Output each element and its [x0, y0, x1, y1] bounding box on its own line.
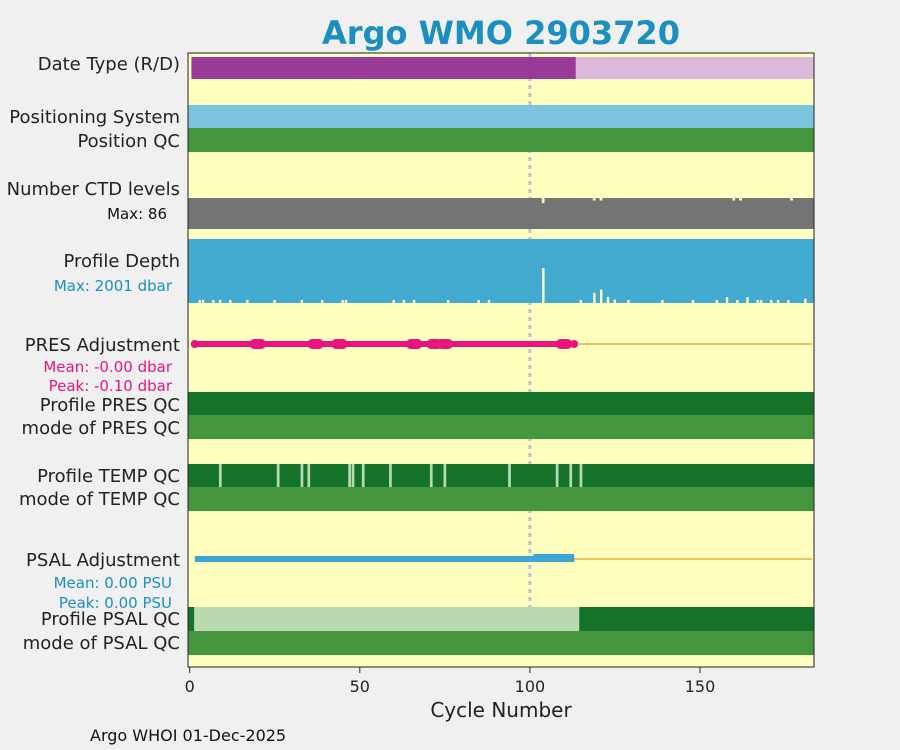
temp-qc-light-cycle [348, 464, 351, 487]
profile-depth-shallow-mark [212, 300, 215, 303]
temp-qc-light-cycle [218, 464, 222, 487]
pres-peak-label: Peak: -0.10 dbar [49, 377, 173, 395]
depth-max-label: Max: 2001 dbar [54, 277, 173, 295]
temp-qc-light-cycle [276, 464, 280, 487]
profile-temp-qc-bar [188, 464, 814, 487]
temp-qc-light-cycle [508, 464, 511, 487]
profile-depth-shallow-mark [756, 300, 759, 303]
temp-qc-light-cycle [555, 464, 559, 487]
x-tick-label: 150 [685, 677, 716, 696]
ctd-levels-dip [732, 198, 736, 201]
label-psal-adjustment: PSAL Adjustment [26, 550, 180, 571]
psal-mean-label: Mean: 0.00 PSU [54, 574, 172, 592]
label-mode-temp-qc: mode of TEMP QC [19, 489, 180, 510]
ctd-levels-dip [790, 198, 793, 201]
chart-title: Argo WMO 2903720 [322, 14, 680, 52]
profile-depth-shallow-mark [446, 300, 450, 303]
temp-qc-light-cycle [307, 464, 311, 487]
profile-depth-shallow-mark [736, 300, 739, 303]
profile-depth-shallow-mark [392, 300, 395, 303]
profile-depth-shallow-mark [321, 300, 324, 303]
profile-pres-qc-bar [188, 392, 814, 415]
label-profile-psal-qc: Profile PSAL QC [41, 609, 180, 630]
pres-adjustment-end [570, 340, 579, 348]
temp-qc-light-cycle [569, 464, 573, 487]
profile-depth-shallow-mark [300, 300, 303, 303]
label-positioning-system: Positioning System [9, 107, 180, 128]
profile-depth-shallow-mark [273, 300, 276, 303]
profile-depth-shallow-mark [344, 300, 348, 303]
label-position-qc: Position QC [77, 131, 180, 152]
temp-qc-light-cycle [579, 464, 583, 487]
profile-depth-shallow-mark [487, 300, 491, 303]
profile-depth-shallow-mark [691, 300, 695, 303]
x-axis-label: Cycle Number [430, 698, 572, 722]
ctd-levels-dip [599, 198, 603, 201]
profile-depth-shallow-mark [770, 300, 773, 303]
x-tick-label: 0 [185, 677, 195, 696]
profile-depth-shallow-mark [600, 289, 603, 303]
temp-qc-light-cycle [443, 464, 447, 487]
temp-qc-light-cycle [300, 464, 304, 487]
footer-credit: Argo WHOI 01-Dec-2025 [90, 726, 286, 745]
profile-depth-shallow-mark [725, 297, 729, 303]
profile-depth-shallow-mark [218, 300, 222, 303]
profile-depth-shallow-mark [201, 300, 205, 303]
ctd-levels-bar [188, 198, 814, 229]
profile-depth-shallow-mark [579, 300, 582, 303]
profile-depth-shallow-mark [412, 300, 416, 303]
plot-area [188, 53, 814, 667]
psal-qc-light-span [194, 607, 580, 631]
label-mode-pres-qc: mode of PRES QC [22, 418, 180, 439]
temp-qc-light-cycle [351, 464, 355, 487]
label-mode-psal-qc: mode of PSAL QC [23, 633, 180, 654]
psal-peak-label: Peak: 0.00 PSU [59, 594, 172, 612]
pres-mean-label: Mean: -0.00 dbar [43, 358, 173, 376]
temp-qc-light-cycle [389, 464, 392, 487]
label-profile-temp-qc: Profile TEMP QC [37, 466, 180, 487]
profile-depth-shallow-mark [804, 298, 807, 303]
profile-depth-shallow-mark [402, 300, 406, 303]
profile-depth-shallow-mark [776, 300, 780, 303]
temp-qc-light-cycle [429, 464, 433, 487]
x-tick-label: 100 [515, 677, 546, 696]
profile-depth-shallow-mark [759, 300, 763, 303]
temp-qc-light-cycle [361, 464, 365, 487]
label-profile-depth: Profile Depth [63, 251, 180, 272]
label-date-type: Date Type (R/D) [38, 54, 180, 75]
profile-depth-shallow-mark [787, 300, 790, 303]
profile-depth-shallow-mark [593, 292, 596, 303]
date-type-realtime-bar [575, 57, 814, 79]
profile-depth-bar [188, 239, 814, 303]
profile-depth-shallow-mark [341, 300, 344, 303]
profile-depth-shallow-mark [715, 300, 719, 303]
ctd-levels-dip [592, 198, 596, 201]
profile-depth-shallow-mark [661, 300, 664, 303]
label-pres-adjustment: PRES Adjustment [25, 335, 180, 356]
profile-depth-shallow-mark [229, 300, 232, 303]
mode-pres-qc-bar [188, 415, 814, 439]
profile-depth-shallow-mark [627, 300, 630, 303]
ctd-levels-dip [541, 198, 545, 204]
profile-depth-shallow-mark [198, 300, 201, 303]
profile-depth-shallow-mark [613, 299, 616, 303]
plot-frame [187, 52, 815, 668]
mode-temp-qc-bar [188, 487, 814, 511]
profile-depth-shallow-mark [746, 297, 749, 303]
pres-adjustment-start [190, 340, 199, 348]
profile-depth-shallow-mark [606, 297, 610, 303]
profile-depth-shallow-mark [477, 300, 480, 303]
position-qc-bar [188, 128, 814, 152]
ctd-levels-dip [739, 198, 742, 201]
mode-psal-qc-bar [188, 631, 814, 655]
ctd-max-label: Max: 86 [107, 205, 167, 223]
label-ctd-levels: Number CTD levels [7, 179, 180, 200]
profile-depth-shallow-mark [542, 268, 545, 303]
positioning-system-bar [188, 105, 814, 128]
date-type-delayed-bar [191, 57, 576, 79]
label-profile-pres-qc: Profile PRES QC [40, 395, 180, 416]
profile-depth-shallow-mark [246, 300, 249, 303]
x-tick-label: 50 [350, 677, 370, 696]
